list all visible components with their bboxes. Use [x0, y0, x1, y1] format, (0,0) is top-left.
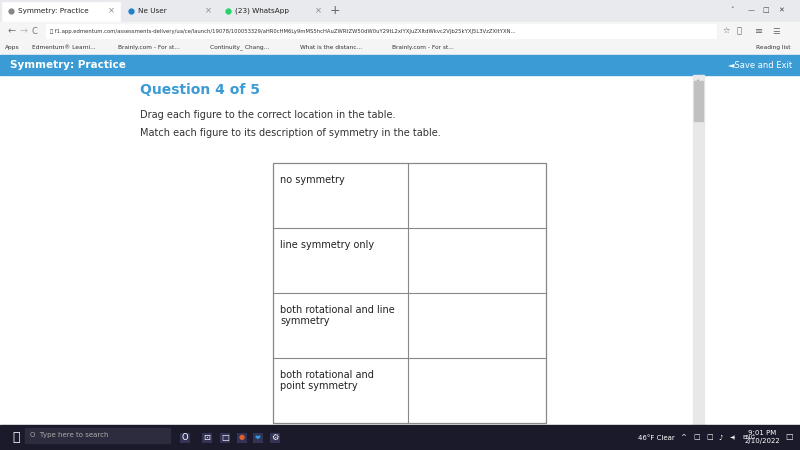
- Bar: [273, 163, 546, 423]
- Text: □: □: [706, 435, 713, 441]
- Text: 🔒 f1.app.edmentum.com/assessments-delivery/ua/ce/launch/19078/100053329/aHR0cHM6: 🔒 f1.app.edmentum.com/assessments-delive…: [50, 28, 515, 33]
- Text: O  Type here to search: O Type here to search: [30, 432, 109, 438]
- Text: ←: ←: [8, 26, 16, 36]
- Text: Continuity_ Chang...: Continuity_ Chang...: [210, 45, 270, 50]
- Bar: [46, 23, 716, 37]
- Bar: [0, 75, 800, 450]
- Text: ×: ×: [108, 6, 115, 15]
- Bar: [0, 55, 800, 75]
- Text: ☰: ☰: [772, 27, 779, 36]
- Text: ▲: ▲: [696, 79, 701, 84]
- Text: (23) WhatsApp: (23) WhatsApp: [235, 8, 289, 14]
- Text: Question 4 of 5: Question 4 of 5: [140, 83, 260, 97]
- Text: Edmentum® Learni...: Edmentum® Learni...: [32, 45, 96, 50]
- Text: 2/10/2022: 2/10/2022: [744, 438, 780, 444]
- Text: Match each figure to its description of symmetry in the table.: Match each figure to its description of …: [140, 128, 441, 138]
- Text: Brainly.com - For st...: Brainly.com - For st...: [392, 45, 454, 50]
- Text: ◄Save and Exit: ◄Save and Exit: [728, 60, 792, 69]
- Text: Reading list: Reading list: [755, 45, 790, 50]
- Text: Apps: Apps: [5, 45, 20, 50]
- Bar: [0, 425, 800, 450]
- Text: →: →: [20, 26, 28, 36]
- Text: point symmetry: point symmetry: [280, 381, 358, 391]
- Text: +: +: [330, 4, 340, 18]
- Text: ●: ●: [239, 435, 245, 441]
- Bar: [2, 2, 120, 21]
- Text: Symmetry: Practice: Symmetry: Practice: [10, 60, 126, 70]
- Text: both rotational and line: both rotational and line: [280, 305, 394, 315]
- Text: ×: ×: [315, 6, 322, 15]
- Text: ☆: ☆: [722, 27, 730, 36]
- Text: line symmetry only: line symmetry only: [280, 240, 374, 250]
- Text: ❤: ❤: [255, 435, 261, 441]
- Bar: [694, 81, 703, 121]
- Text: ◄): ◄): [730, 435, 736, 440]
- Text: ♪: ♪: [718, 435, 722, 441]
- Bar: [0, 22, 800, 40]
- Text: ⧉: ⧉: [737, 27, 742, 36]
- Text: —: —: [748, 7, 755, 13]
- Text: Drag each figure to the correct location in the table.: Drag each figure to the correct location…: [140, 110, 395, 120]
- Bar: [693, 75, 704, 450]
- Text: O: O: [182, 433, 188, 442]
- Text: □: □: [221, 433, 229, 442]
- Bar: [122, 2, 217, 21]
- Text: ENG: ENG: [742, 435, 755, 440]
- Text: ≡: ≡: [755, 26, 763, 36]
- Text: ⊡: ⊡: [203, 433, 210, 442]
- Text: What is the distanc...: What is the distanc...: [300, 45, 362, 50]
- Text: ˇ: ˇ: [730, 7, 734, 13]
- Text: no symmetry: no symmetry: [280, 175, 345, 185]
- Text: ×: ×: [205, 6, 212, 15]
- Text: ✕: ✕: [778, 7, 784, 13]
- Text: □: □: [762, 7, 769, 13]
- Text: Ne User: Ne User: [138, 8, 166, 14]
- Text: ☐: ☐: [785, 433, 793, 442]
- Bar: [25, 428, 170, 443]
- Text: both rotational and: both rotational and: [280, 370, 374, 380]
- Text: Brainly.com - For st...: Brainly.com - For st...: [118, 45, 180, 50]
- Text: Symmetry: Practice: Symmetry: Practice: [18, 8, 89, 14]
- Text: ▼: ▼: [696, 442, 701, 447]
- Bar: [0, 0, 800, 22]
- Bar: [273, 163, 546, 423]
- Text: C: C: [32, 27, 38, 36]
- Text: symmetry: symmetry: [280, 316, 330, 326]
- Text: 9:01 PM: 9:01 PM: [748, 430, 776, 436]
- Text: ⧈: ⧈: [12, 431, 19, 444]
- Text: ⚙: ⚙: [271, 433, 278, 442]
- Text: ^: ^: [680, 435, 686, 441]
- Bar: [0, 40, 800, 55]
- Text: □: □: [693, 435, 700, 441]
- Text: 46°F Clear: 46°F Clear: [638, 435, 674, 441]
- Bar: [219, 2, 327, 21]
